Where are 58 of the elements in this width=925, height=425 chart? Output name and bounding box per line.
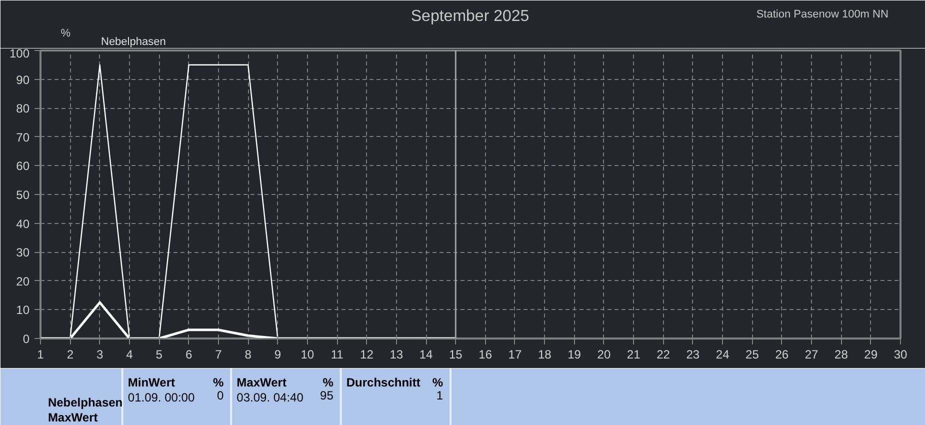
y-tick-label: 0 xyxy=(22,332,30,346)
text: Durchschnitt xyxy=(346,376,420,390)
y-tick-label: 60 xyxy=(16,159,30,174)
series-label: Nebelphasen xyxy=(101,36,166,48)
x-tick-label: 1 xyxy=(37,348,44,362)
text: 1 xyxy=(436,388,444,402)
x-tick-label: 18 xyxy=(538,348,552,362)
x-tick-label: 28 xyxy=(834,348,848,362)
x-tick-label: 10 xyxy=(300,348,314,362)
text: % xyxy=(322,376,334,390)
x-tick-label: 21 xyxy=(626,348,641,362)
text: Station Pasenow 100m NN xyxy=(756,8,888,20)
y-tick-label: 70 xyxy=(16,130,30,144)
text: MinWert xyxy=(128,376,176,390)
x-tick-label: 15 xyxy=(449,348,463,362)
x-tick-label: 6 xyxy=(185,348,192,362)
x-tick-label: 20 xyxy=(597,348,611,362)
x-tick-label: 24 xyxy=(716,348,730,362)
text: % xyxy=(212,376,224,390)
x-tick-label: 4 xyxy=(126,348,134,362)
x-tick-label: 30 xyxy=(894,348,908,362)
text: 01.09. 00:00 xyxy=(128,390,195,404)
text: 03.09. 04:40 xyxy=(236,390,304,404)
text: Nebelphasen xyxy=(48,396,123,410)
y-tick-label: 50 xyxy=(16,188,30,202)
x-tick-label: 8 xyxy=(244,348,252,362)
text: MaxWert xyxy=(236,376,286,390)
x-tick-label: 29 xyxy=(864,348,878,362)
x-tick-label: 22 xyxy=(656,348,670,362)
x-tick-label: 23 xyxy=(686,348,700,362)
x-tick-label: 17 xyxy=(508,348,522,362)
y-tick-label: 10 xyxy=(16,303,30,318)
y-tick-label: 30 xyxy=(16,246,30,260)
x-tick-label: 19 xyxy=(568,348,582,362)
x-tick-label: 27 xyxy=(804,348,819,362)
y-tick-label: 100 xyxy=(9,46,30,60)
y-tick-label: 20 xyxy=(16,274,30,288)
x-tick-label: 25 xyxy=(746,348,760,362)
x-tick-label: 3 xyxy=(96,348,104,362)
x-tick-label: 7 xyxy=(215,348,222,362)
y-tick-label: 40 xyxy=(16,216,30,231)
x-tick-label: 16 xyxy=(478,348,492,362)
text: 0 xyxy=(216,388,224,402)
x-tick-label: 12 xyxy=(360,348,374,362)
text: MaxWert xyxy=(48,410,98,424)
y-tick-label: 80 xyxy=(16,102,30,116)
x-tick-label: 11 xyxy=(330,348,344,362)
x-tick-label: 2 xyxy=(66,348,74,362)
x-tick-label: 14 xyxy=(419,348,434,362)
y-tick-label: 90 xyxy=(16,72,30,87)
x-tick-label: 13 xyxy=(390,348,404,362)
x-tick-label: 26 xyxy=(775,348,789,362)
y-axis-title: % xyxy=(60,28,71,40)
x-tick-label: 5 xyxy=(156,348,163,362)
x-tick-label: 9 xyxy=(274,348,282,362)
text: 95 xyxy=(320,388,334,402)
text: % xyxy=(432,376,444,390)
chart-title: September 2025 xyxy=(410,8,530,25)
